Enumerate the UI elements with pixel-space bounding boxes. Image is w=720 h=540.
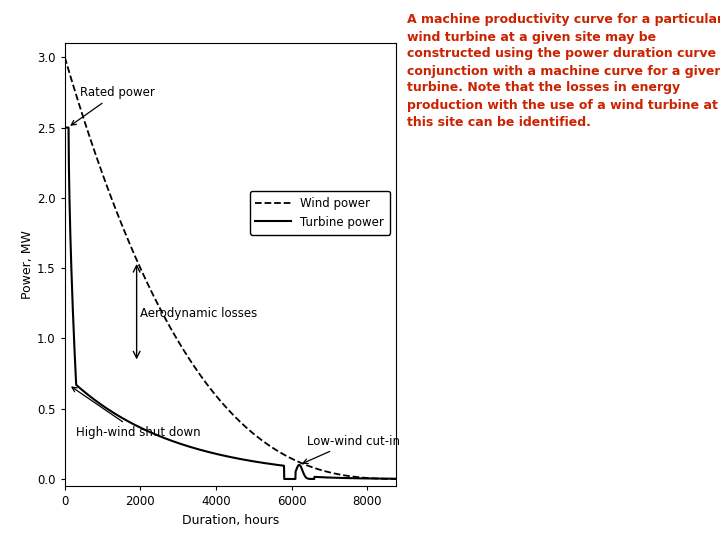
Turbine power [98, 402, 107, 409]
X-axis label: Duration, hours: Duration, hours [181, 514, 279, 526]
Turbine power [202, 448, 210, 455]
Text: A machine productivity curve for a particular
wind turbine at a given site may b: A machine productivity curve for a parti… [407, 14, 720, 129]
Turbine power [280, 476, 289, 482]
Turbine power [60, 124, 69, 131]
Wind power [385, 476, 394, 482]
Wind power [98, 171, 107, 178]
Wind power [392, 476, 400, 482]
Turbine power [118, 415, 127, 421]
Wind power [60, 54, 69, 60]
Wind power [187, 360, 196, 366]
Text: Rated power: Rated power [71, 86, 155, 125]
Wind power [118, 222, 127, 229]
Y-axis label: Power, MW: Power, MW [22, 230, 35, 299]
Legend: Wind power, Turbine power: Wind power, Turbine power [250, 191, 390, 234]
Turbine power [392, 476, 400, 482]
Text: High-wind shut down: High-wind shut down [72, 387, 201, 439]
Line: Wind power: Wind power [65, 57, 396, 479]
Line: Turbine power: Turbine power [65, 127, 396, 479]
Text: Aerodynamic losses: Aerodynamic losses [140, 307, 257, 320]
Turbine power [385, 475, 394, 482]
Turbine power [187, 444, 196, 450]
Wind power [202, 380, 210, 387]
Turbine power [350, 475, 359, 482]
Wind power [349, 474, 358, 480]
Text: Low-wind cut-in: Low-wind cut-in [303, 435, 400, 463]
